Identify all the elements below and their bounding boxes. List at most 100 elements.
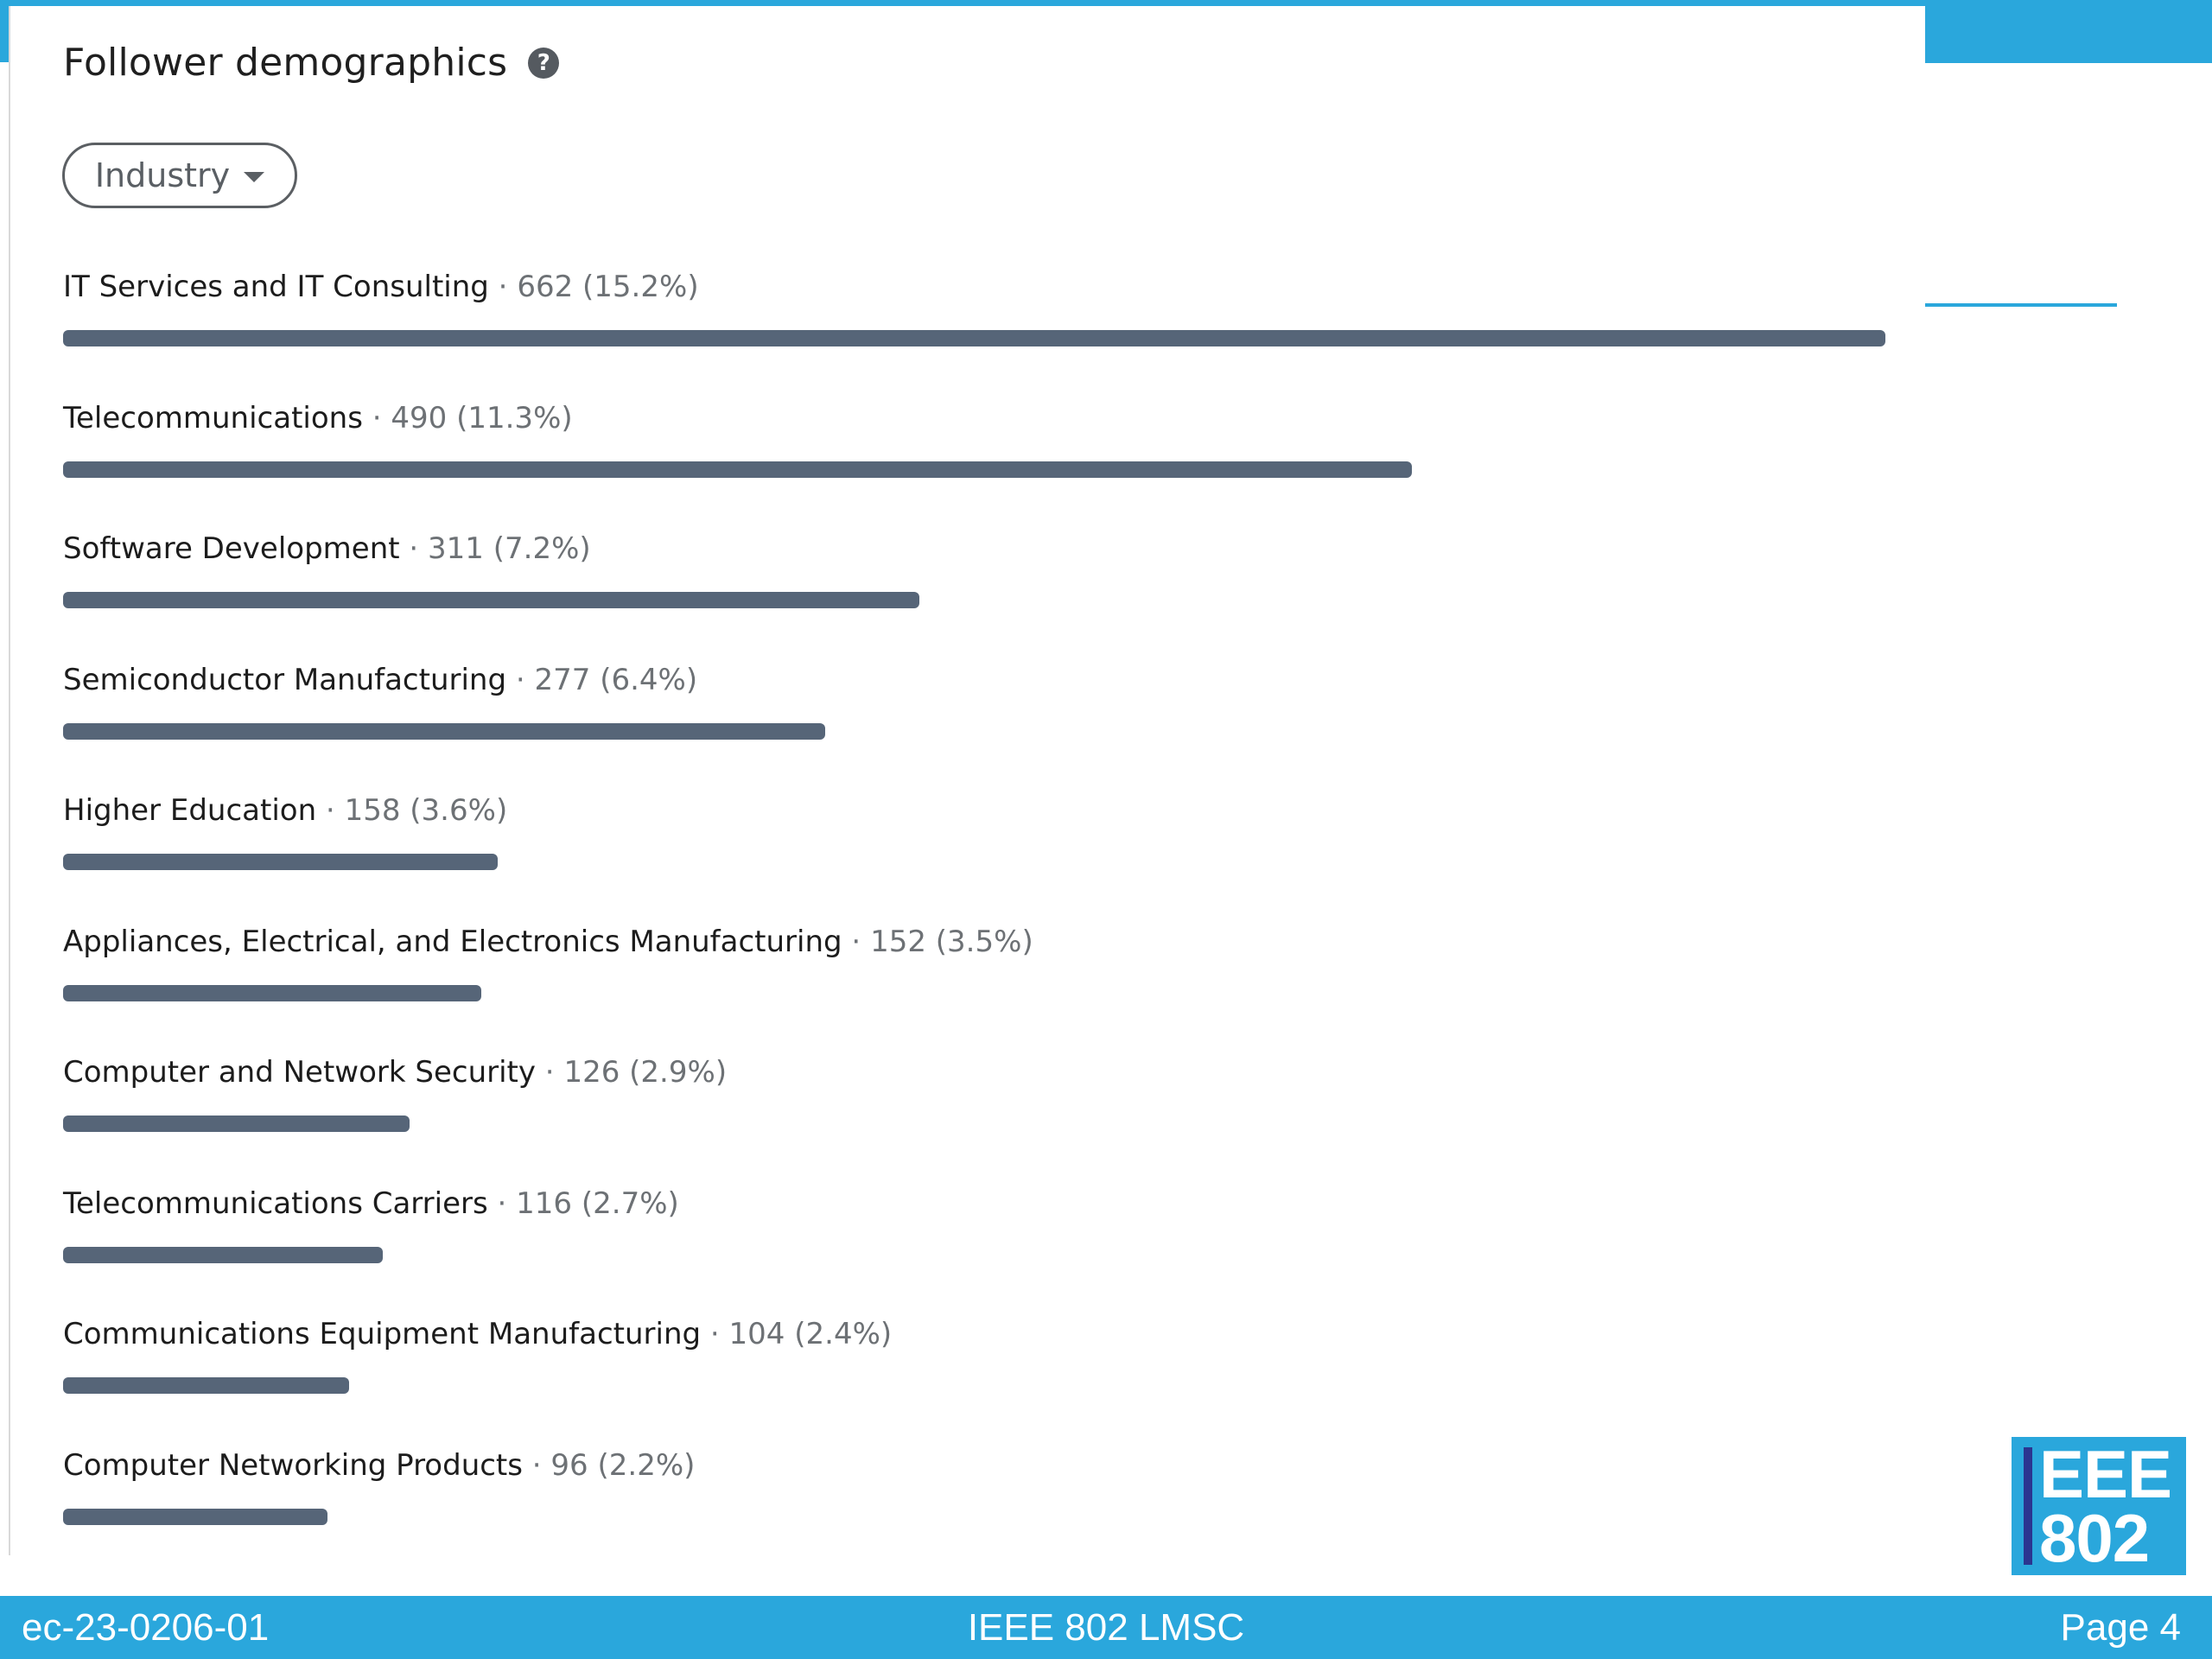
- follower-percent: 3.5%: [947, 924, 1022, 959]
- industry-row: Higher Education · 158 (3.6%): [63, 793, 1886, 925]
- percent-close-paren: ): [495, 793, 508, 828]
- industry-name: Telecommunications: [63, 400, 363, 435]
- footer-page-number: Page 4: [2060, 1606, 2181, 1649]
- percent-close-paren: ): [579, 531, 591, 566]
- industry-name: IT Services and IT Consulting: [63, 270, 489, 304]
- follower-count: 126: [563, 1055, 620, 1090]
- footer-title: IEEE 802 LMSC: [967, 1606, 1245, 1649]
- percent-close-paren: ): [687, 270, 699, 304]
- top-rule: [0, 0, 2212, 6]
- logo-line-2: 802: [2039, 1500, 2150, 1576]
- industry-bar: [63, 854, 498, 870]
- separator-dot: ·: [362, 400, 391, 435]
- logo-bar: [2024, 1447, 2032, 1565]
- ieee-802-logo: EEE 802: [2012, 1437, 2186, 1575]
- follower-percent: 2.9%: [640, 1055, 715, 1090]
- percent-close-paren: ): [683, 1447, 696, 1483]
- follower-demographics-panel: Follower demographics ? Industry IT Serv…: [10, 6, 1925, 1553]
- industry-row-label: Semiconductor Manufacturing · 277 (6.4%): [63, 663, 697, 697]
- follower-count: 277: [534, 662, 591, 697]
- separator-dot: ·: [488, 270, 518, 304]
- industry-bar: [63, 1508, 327, 1525]
- industry-row-label: IT Services and IT Consulting · 662 (15.…: [63, 270, 699, 304]
- separator-dot: ·: [701, 1317, 729, 1351]
- industry-name: Telecommunications Carriers: [63, 1185, 488, 1221]
- industry-row: Telecommunications Carriers · 116 (2.7%): [63, 1186, 1886, 1318]
- percent-open-paren: (: [573, 270, 594, 304]
- separator-dot: ·: [506, 662, 535, 697]
- industry-bar: [63, 330, 1885, 346]
- industry-row-label: Telecommunications Carriers · 116 (2.7%): [63, 1186, 679, 1221]
- industry-name: Semiconductor Manufacturing: [63, 662, 507, 697]
- industry-row-label: Communications Equipment Manufacturing ·…: [63, 1317, 892, 1351]
- percent-close-paren: ): [685, 662, 698, 697]
- industry-bar: [63, 1246, 383, 1263]
- percent-close-paren: ): [715, 1055, 728, 1090]
- industry-bar: [63, 592, 919, 608]
- follower-percent: 2.7%: [593, 1185, 668, 1221]
- caret-down-icon: [244, 172, 265, 182]
- percent-close-paren: ): [667, 1185, 679, 1221]
- percent-open-paren: (: [590, 662, 612, 697]
- percent-open-paren: (: [620, 1055, 641, 1090]
- percent-close-paren: ): [561, 400, 573, 435]
- percent-open-paren: (: [447, 400, 468, 435]
- right-accent-line: [1925, 303, 2117, 307]
- industry-row-label: Computer Networking Products · 96 (2.2%): [63, 1448, 695, 1483]
- industry-row: Communications Equipment Manufacturing ·…: [63, 1317, 1886, 1448]
- industry-name: Communications Equipment Manufacturing: [63, 1317, 702, 1351]
- follower-percent: 6.4%: [611, 662, 686, 697]
- percent-open-paren: (: [483, 531, 505, 566]
- separator-dot: ·: [522, 1447, 551, 1483]
- industry-name: Software Development: [63, 531, 400, 566]
- percent-open-paren: (: [925, 924, 948, 959]
- follower-count: 152: [870, 924, 926, 959]
- dropdown-selected-label: Industry: [94, 156, 231, 194]
- percent-close-paren: ): [1021, 924, 1033, 959]
- follower-percent: 15.2%: [594, 270, 688, 304]
- follower-percent: 7.2%: [505, 531, 580, 566]
- follower-percent: 3.6%: [421, 793, 496, 828]
- industry-name: Appliances, Electrical, and Electronics …: [63, 924, 842, 959]
- industry-row: Semiconductor Manufacturing · 277 (6.4%): [63, 663, 1886, 794]
- percent-open-paren: (: [588, 1447, 609, 1483]
- industry-row: Computer and Network Security · 126 (2.9…: [63, 1055, 1886, 1186]
- industry-row-label: Software Development · 311 (7.2%): [63, 531, 591, 566]
- follower-count: 158: [344, 793, 401, 828]
- follower-count: 311: [428, 531, 484, 566]
- industry-dropdown[interactable]: Industry: [62, 143, 297, 208]
- question-circle-icon[interactable]: ?: [528, 47, 560, 79]
- follower-count: 96: [550, 1447, 588, 1483]
- industry-bar-list: IT Services and IT Consulting · 662 (15.…: [63, 270, 1886, 1579]
- industry-row: Telecommunications · 490 (11.3%): [63, 401, 1886, 532]
- top-right-accent-bar: [1925, 0, 2212, 63]
- separator-dot: ·: [316, 793, 345, 828]
- footer-bar: ec-23-0206-01 IEEE 802 LMSC Page 4: [0, 1596, 2212, 1659]
- follower-percent: 11.3%: [467, 400, 562, 435]
- panel-header: Follower demographics ?: [63, 41, 560, 85]
- industry-row: Appliances, Electrical, and Electronics …: [63, 925, 1886, 1056]
- industry-name: Higher Education: [63, 793, 317, 828]
- follower-count: 490: [391, 400, 448, 435]
- panel-title: Follower demographics: [63, 41, 508, 85]
- percent-open-paren: (: [785, 1317, 806, 1351]
- industry-row-label: Computer and Network Security · 126 (2.9…: [63, 1055, 727, 1090]
- industry-row-label: Higher Education · 158 (3.6%): [63, 793, 507, 828]
- footer-document-id: ec-23-0206-01: [22, 1606, 270, 1649]
- left-edge-accent: [0, 0, 9, 62]
- separator-dot: ·: [487, 1185, 517, 1221]
- industry-row: Computer Networking Products · 96 (2.2%): [63, 1448, 1886, 1580]
- separator-dot: ·: [399, 531, 429, 566]
- separator-dot: ·: [536, 1055, 564, 1090]
- industry-name: Computer and Network Security: [63, 1055, 536, 1090]
- industry-name: Computer Networking Products: [63, 1447, 523, 1483]
- percent-open-paren: (: [400, 793, 422, 828]
- industry-bar: [63, 461, 1412, 478]
- follower-count: 116: [516, 1185, 573, 1221]
- separator-dot: ·: [842, 924, 871, 959]
- industry-row-label: Telecommunications · 490 (11.3%): [63, 401, 573, 435]
- follower-percent: 2.2%: [608, 1447, 684, 1483]
- industry-bar: [63, 722, 825, 740]
- percent-close-paren: ): [880, 1317, 893, 1351]
- follower-percent: 2.4%: [805, 1317, 880, 1351]
